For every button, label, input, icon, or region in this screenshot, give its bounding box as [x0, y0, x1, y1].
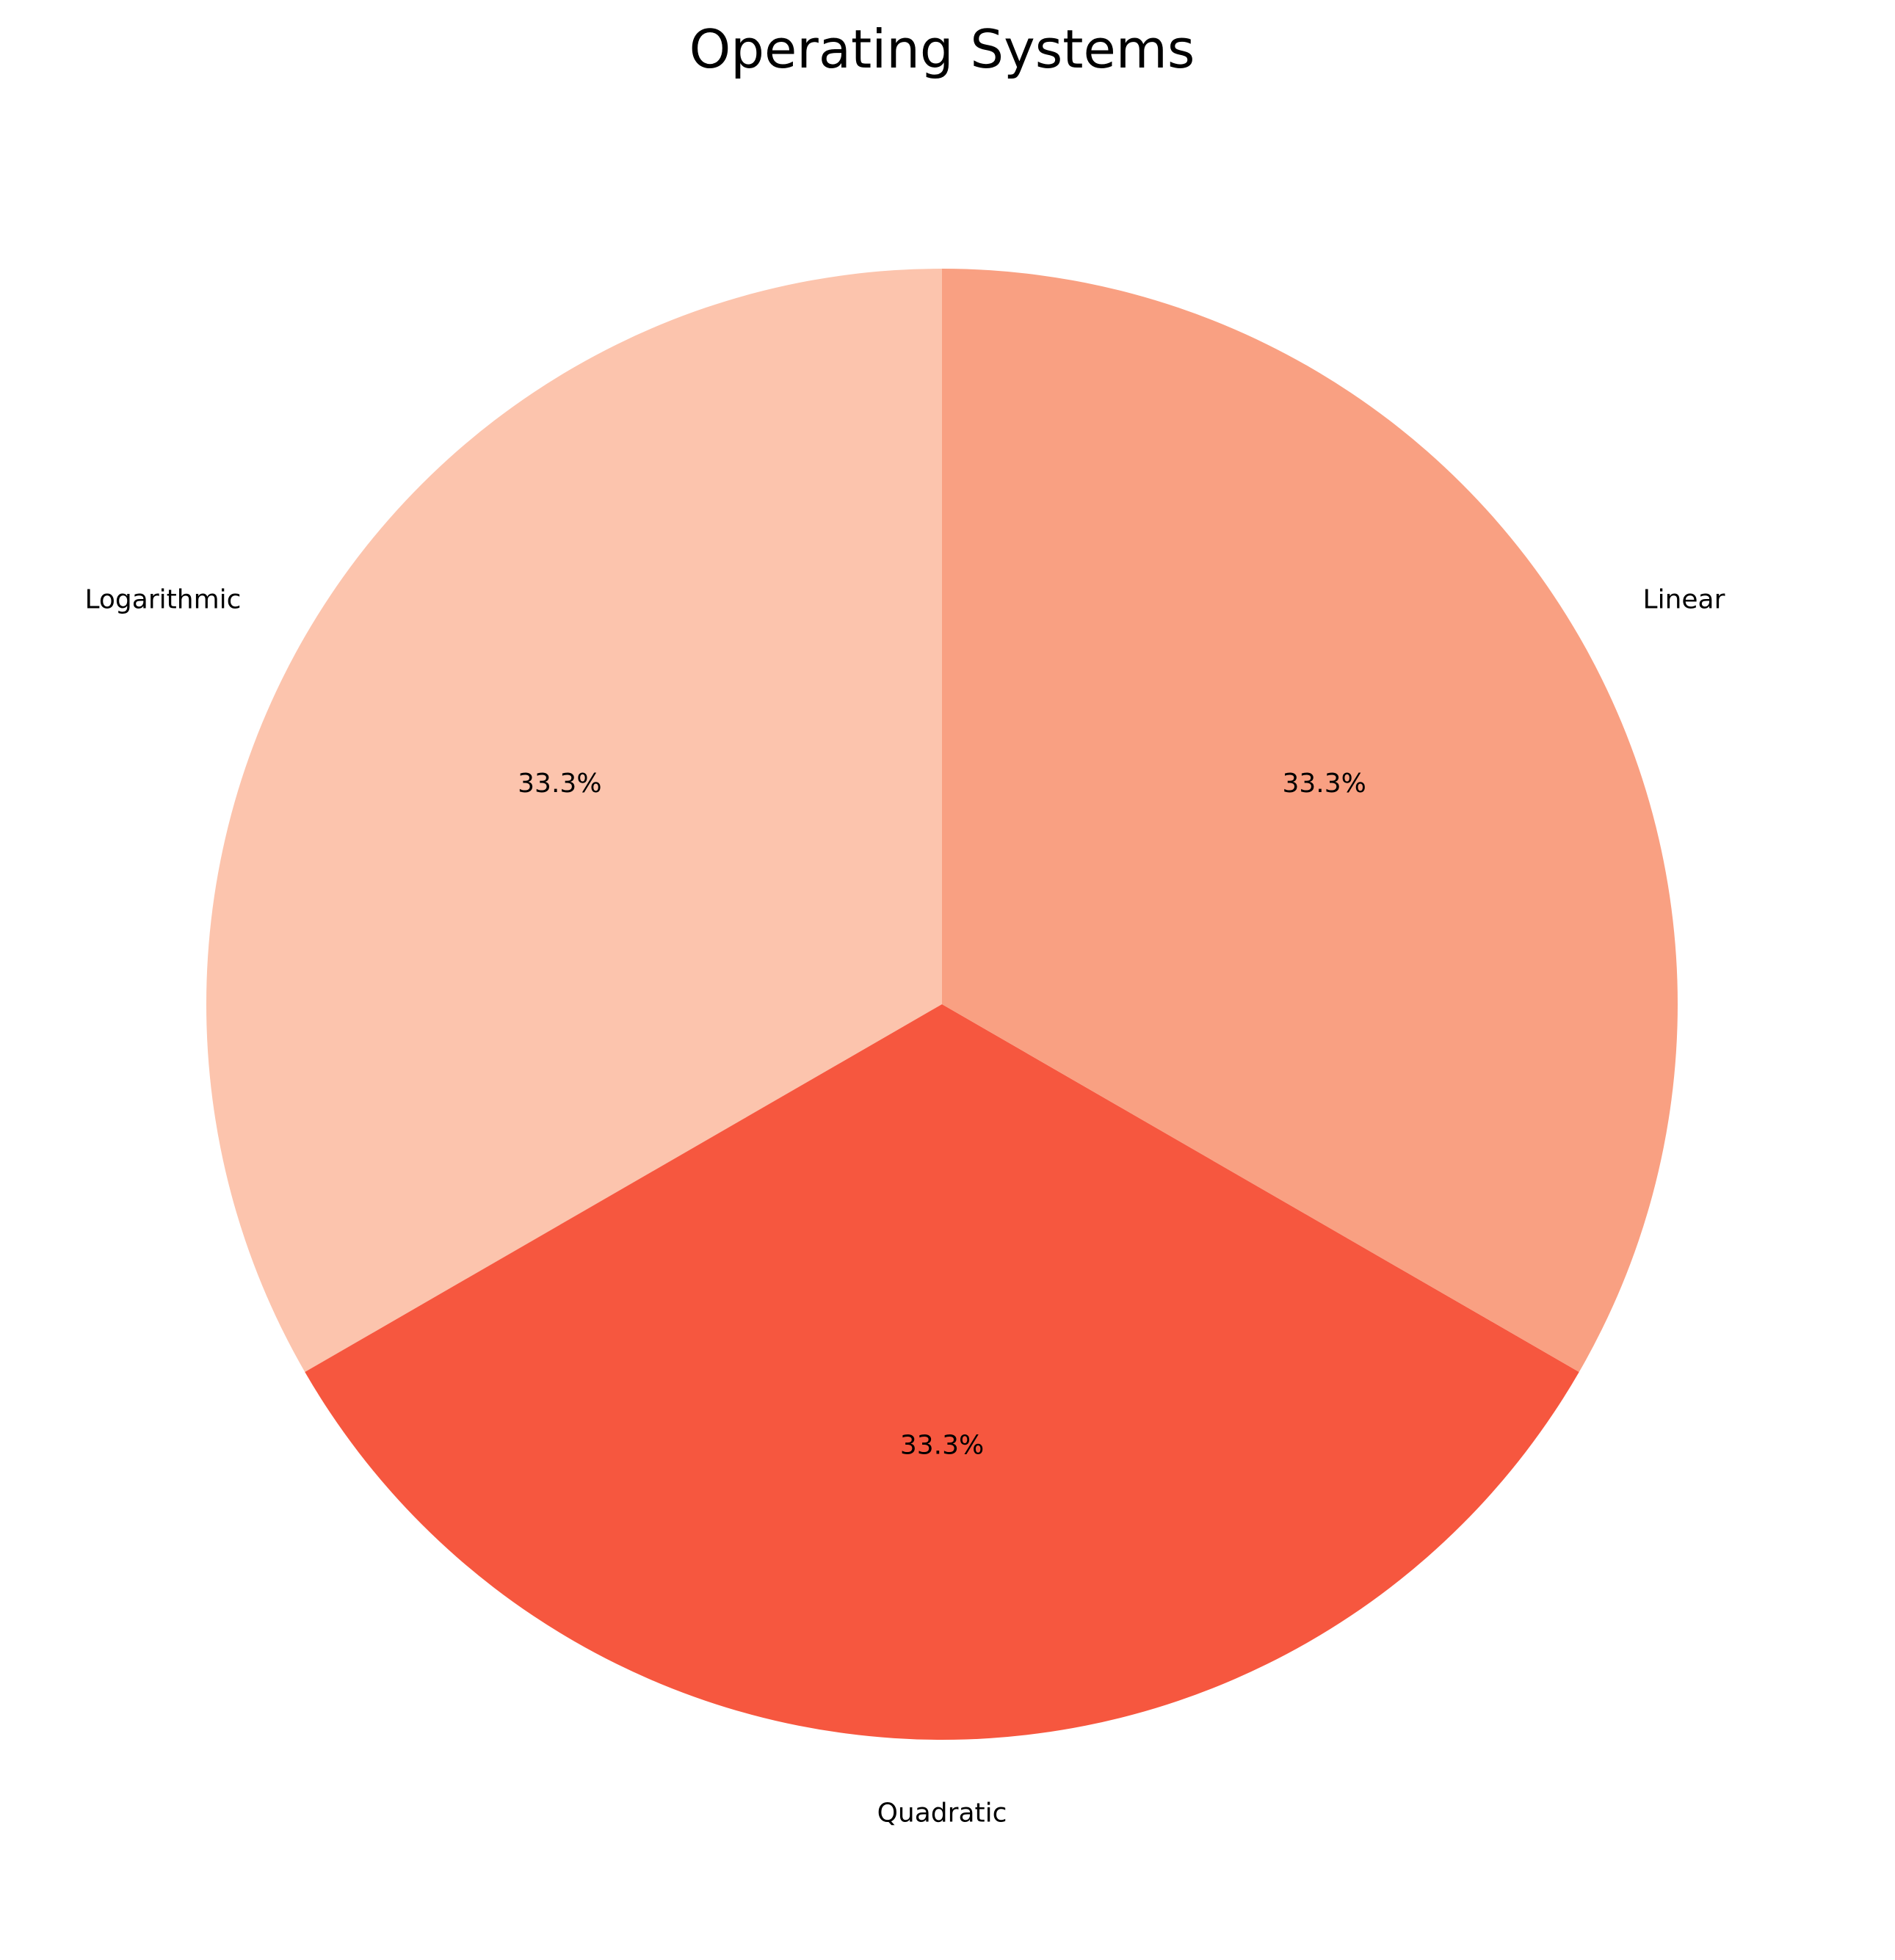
- chart-title: Operating Systems: [689, 18, 1195, 80]
- pie-slice-logarithmic: [206, 269, 942, 1372]
- slice-percent-quadratic: 33.3%: [900, 1431, 984, 1461]
- slice-percent-linear: 33.3%: [1282, 769, 1366, 799]
- slice-label-quadratic: Quadratic: [877, 1799, 1007, 1829]
- pie-slice-linear: [942, 269, 1678, 1372]
- slice-label-logarithmic: Logarithmic: [84, 584, 241, 614]
- slice-percent-logarithmic: 33.3%: [518, 769, 601, 799]
- pie-labels: Logarithmic 33.3% Quadratic 33.3% Linear 33.3…: [84, 584, 1725, 1828]
- slice-label-linear: Linear: [1643, 584, 1725, 614]
- pie-slices: [206, 269, 1678, 1740]
